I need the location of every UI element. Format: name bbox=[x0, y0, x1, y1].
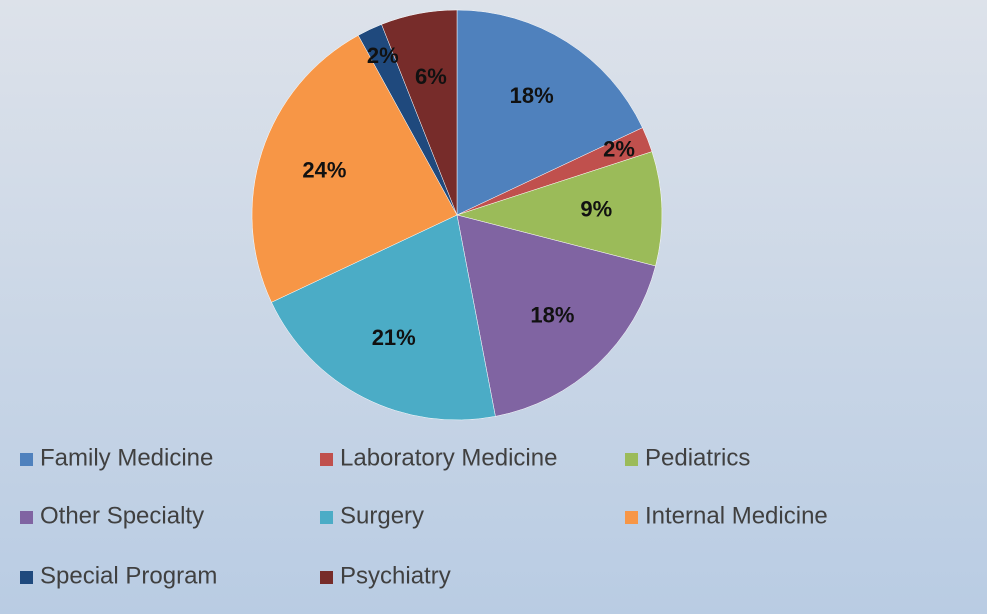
legend-label: Pediatrics bbox=[645, 444, 750, 471]
pie-slice bbox=[456, 9, 643, 216]
legend-swatch bbox=[20, 453, 33, 466]
data-label: 6% bbox=[415, 64, 447, 89]
data-label: 18% bbox=[510, 83, 554, 108]
legend-swatch bbox=[20, 511, 33, 524]
data-label: 2% bbox=[603, 137, 635, 162]
data-label: 18% bbox=[530, 302, 574, 327]
data-label: 2% bbox=[367, 43, 399, 68]
legend-swatch bbox=[625, 453, 638, 466]
legend-label: Psychiatry bbox=[340, 562, 451, 589]
legend-swatch bbox=[320, 453, 333, 466]
pie-slice bbox=[271, 214, 496, 421]
data-label: 9% bbox=[580, 196, 612, 221]
legend-label: Surgery bbox=[340, 502, 424, 529]
legend-label: Internal Medicine bbox=[645, 502, 828, 529]
legend-label: Other Specialty bbox=[40, 502, 204, 529]
pie-slice bbox=[456, 214, 656, 417]
data-label: 21% bbox=[372, 325, 416, 350]
legend-swatch bbox=[20, 571, 33, 584]
pie-slice bbox=[456, 151, 663, 267]
legend-label: Family Medicine bbox=[40, 444, 213, 471]
legend-swatch bbox=[320, 571, 333, 584]
legend-swatch bbox=[320, 511, 333, 524]
legend-swatch bbox=[625, 511, 638, 524]
legend-label: Special Program bbox=[40, 562, 217, 589]
pie-slice bbox=[381, 9, 458, 216]
data-label: 24% bbox=[302, 158, 346, 183]
legend-label: Laboratory Medicine bbox=[340, 444, 557, 471]
pie-slice bbox=[251, 35, 458, 303]
